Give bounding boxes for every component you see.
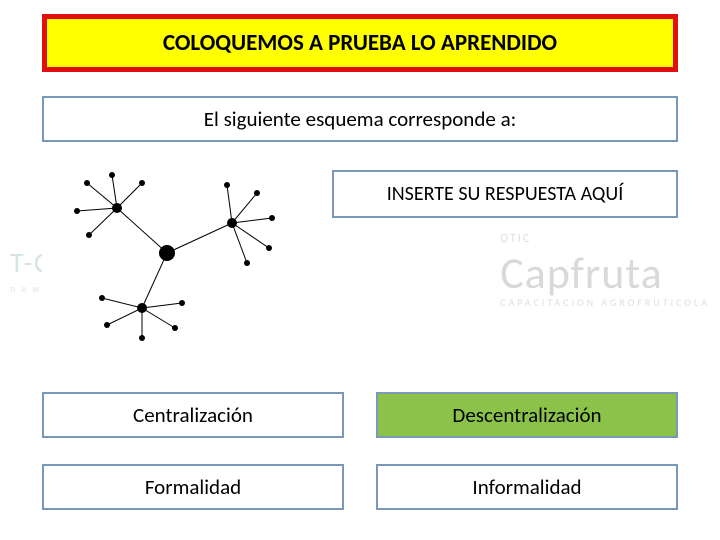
quiz-question: El siguiente esquema corresponde a: — [42, 96, 678, 142]
option-b[interactable]: Descentralización — [376, 392, 678, 438]
option-a[interactable]: Centralización — [42, 392, 344, 438]
options-grid: Centralización Descentralización Formali… — [42, 392, 678, 510]
quiz-title: COLOQUEMOS A PRUEBA LO APRENDIDO — [42, 14, 678, 72]
answer-input-prompt[interactable]: INSERTE SU RESPUESTA AQUÍ — [332, 170, 678, 218]
network-diagram — [42, 168, 302, 338]
option-d[interactable]: Informalidad — [376, 464, 678, 510]
option-c[interactable]: Formalidad — [42, 464, 344, 510]
